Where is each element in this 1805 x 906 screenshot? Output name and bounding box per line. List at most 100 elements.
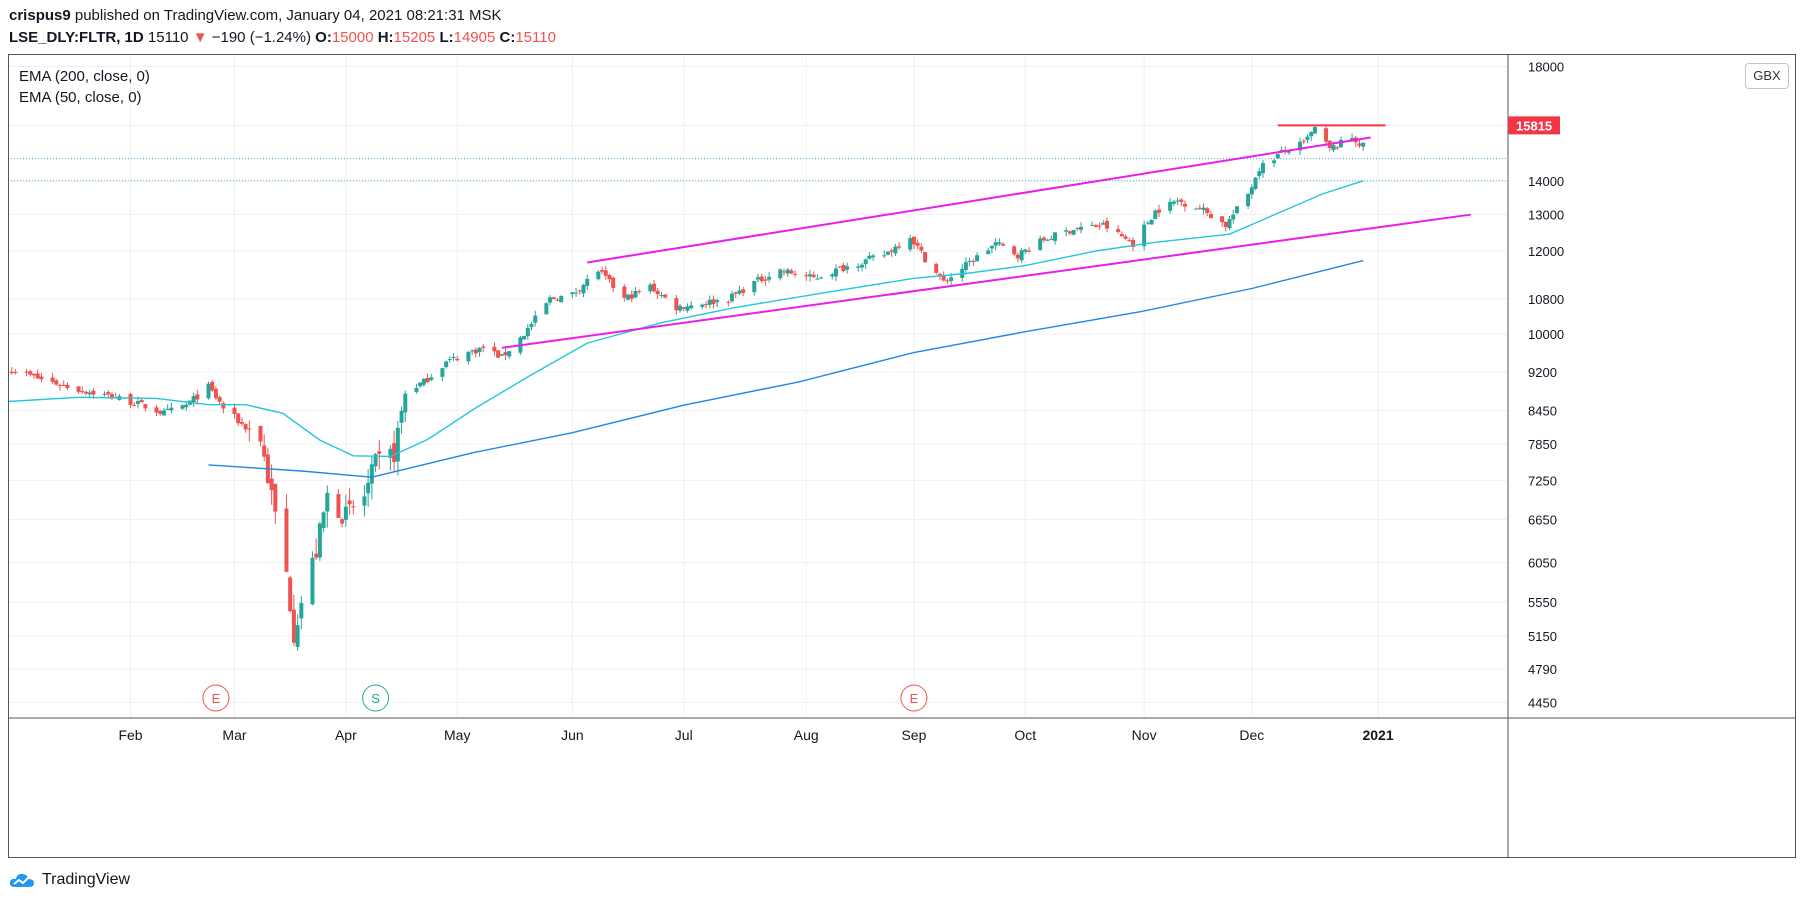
- candle: [833, 264, 838, 282]
- candle: [295, 614, 300, 651]
- candle-body: [262, 445, 267, 457]
- candle-body: [833, 268, 838, 277]
- symbol-info: LSE_DLY:FLTR, 1D 15110 ▼ −190 (−1.24%) O…: [9, 28, 556, 48]
- candle: [1019, 248, 1024, 264]
- candle: [574, 287, 579, 297]
- candle-body: [603, 270, 608, 276]
- candle-body: [789, 270, 794, 274]
- candle-body: [1105, 220, 1110, 229]
- candle-body: [1324, 128, 1329, 142]
- candle: [1171, 199, 1176, 207]
- price-label-value: 15815: [1516, 118, 1552, 133]
- candle-body: [1149, 219, 1154, 225]
- candle: [915, 239, 920, 250]
- candle: [1305, 134, 1310, 144]
- candle: [213, 386, 218, 400]
- candle: [158, 409, 163, 416]
- candle-body: [733, 292, 738, 294]
- candle-body: [908, 238, 913, 250]
- candle: [889, 248, 894, 257]
- candle: [781, 268, 786, 276]
- candle: [273, 483, 278, 524]
- earnings-event-marker[interactable]: E: [202, 684, 230, 712]
- candle: [24, 368, 29, 377]
- legend-ema50[interactable]: EMA (50, close, 0): [19, 89, 142, 106]
- candle-body: [704, 304, 709, 306]
- candle: [1012, 244, 1017, 257]
- candle: [210, 379, 215, 392]
- candle: [310, 551, 315, 606]
- candle: [652, 279, 657, 293]
- candle-body: [1205, 208, 1210, 214]
- candle-body: [91, 390, 96, 395]
- candle: [711, 295, 716, 309]
- candle: [57, 383, 62, 391]
- candle-body: [600, 270, 605, 272]
- candle: [1153, 209, 1158, 220]
- candle: [388, 445, 393, 471]
- candle-body: [239, 421, 244, 424]
- candle: [763, 276, 768, 286]
- candle-body: [741, 289, 746, 293]
- candle-body: [418, 382, 423, 387]
- candle-body: [633, 291, 638, 298]
- candle-body: [559, 295, 564, 303]
- candle-body: [655, 290, 660, 295]
- currency-button[interactable]: GBX: [1745, 63, 1789, 89]
- candle: [1175, 197, 1180, 205]
- candle: [1298, 137, 1303, 156]
- candle-body: [678, 305, 683, 311]
- open-label: O:: [315, 29, 332, 46]
- candle: [284, 494, 289, 573]
- candle: [195, 390, 200, 405]
- candle-body: [61, 384, 66, 386]
- candle-body: [161, 410, 166, 416]
- candle-body: [481, 346, 486, 348]
- candle: [863, 258, 868, 269]
- candle-body: [941, 275, 946, 281]
- candle: [1301, 139, 1306, 145]
- candle: [325, 485, 330, 528]
- split-event-marker[interactable]: S: [362, 684, 390, 712]
- candle: [1246, 193, 1251, 210]
- candle-body: [217, 397, 222, 402]
- candle-body: [299, 602, 304, 619]
- event-label: E: [212, 691, 221, 706]
- price-chart[interactable]: 18000 14000 13000 12000 10800 10000 9200 8450 78…: [8, 54, 1796, 858]
- candle-body: [1331, 145, 1336, 151]
- candle: [1272, 158, 1277, 168]
- candle-body: [377, 451, 382, 454]
- candle: [362, 485, 367, 517]
- candle: [1249, 184, 1254, 199]
- y-tick-label: 14000: [1528, 174, 1564, 189]
- candle-body: [1145, 222, 1150, 224]
- candle-body: [1301, 140, 1306, 142]
- candle-body: [35, 373, 40, 379]
- candle-body: [1179, 199, 1184, 202]
- candle: [1145, 220, 1150, 225]
- candle-body: [1015, 254, 1020, 259]
- candle-body: [871, 255, 876, 258]
- candle: [685, 303, 690, 313]
- candle-body: [811, 274, 816, 278]
- candle: [837, 266, 842, 269]
- earnings-event-marker[interactable]: E: [900, 684, 928, 712]
- x-tick-label: Oct: [1014, 727, 1036, 743]
- candle: [993, 237, 998, 251]
- legend-ema200[interactable]: EMA (200, close, 0): [19, 68, 150, 85]
- candle-body: [1079, 226, 1084, 230]
- candle: [759, 273, 764, 284]
- low-label: L:: [439, 29, 454, 46]
- candle: [243, 423, 248, 433]
- candle-body: [310, 557, 315, 605]
- candle-body: [819, 277, 824, 279]
- candle: [128, 392, 133, 409]
- candle: [1275, 153, 1280, 160]
- author-name[interactable]: crispus9: [9, 7, 71, 24]
- candle: [908, 234, 913, 252]
- candle-body: [1142, 224, 1147, 247]
- candle: [626, 293, 631, 301]
- candle: [1041, 236, 1046, 243]
- candle-body: [1312, 127, 1317, 134]
- candle: [1123, 234, 1128, 240]
